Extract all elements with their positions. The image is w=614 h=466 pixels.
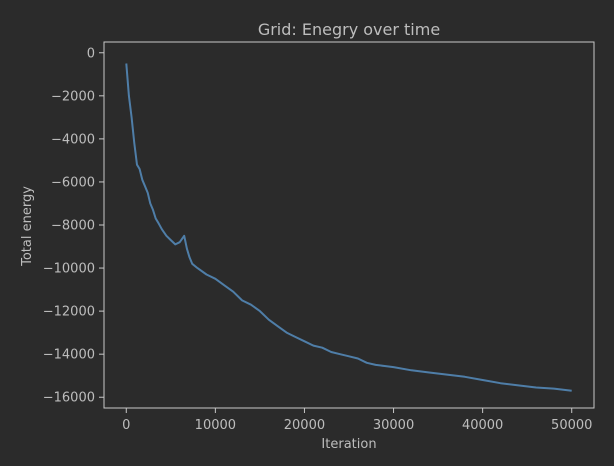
x-tick-label: 0: [122, 418, 130, 433]
x-tick-label: 40000: [462, 418, 503, 433]
series-layer: [125, 63, 572, 392]
y-tick-label: −6000: [51, 175, 95, 190]
x-axis: 0 10000 20000 30000 40000 50000: [122, 408, 592, 433]
x-tick-label: 50000: [551, 418, 592, 433]
y-tick-label: −10000: [43, 262, 95, 277]
x-tick-label: 30000: [373, 418, 414, 433]
y-tick-label: −4000: [51, 132, 95, 147]
series-line: [125, 63, 572, 392]
plot-frame: [103, 41, 595, 409]
chart-title: Grid: Enegry over time: [258, 20, 440, 39]
y-tick-label: −12000: [43, 305, 95, 320]
y-tick-label: −8000: [51, 219, 95, 234]
y-tick-label: 0: [87, 46, 95, 61]
x-tick-label: 20000: [284, 418, 325, 433]
x-tick-label: 10000: [195, 418, 236, 433]
y-tick-label: −2000: [51, 89, 95, 104]
y-tick-label: −14000: [43, 348, 95, 363]
x-axis-label: Iteration: [321, 437, 376, 452]
y-axis-label: Total energy: [20, 186, 35, 267]
y-tick-label: −16000: [43, 391, 95, 406]
y-axis: 0 −2000 −4000 −6000 −8000 −10000 −12000 −14000 −…: [43, 46, 104, 406]
